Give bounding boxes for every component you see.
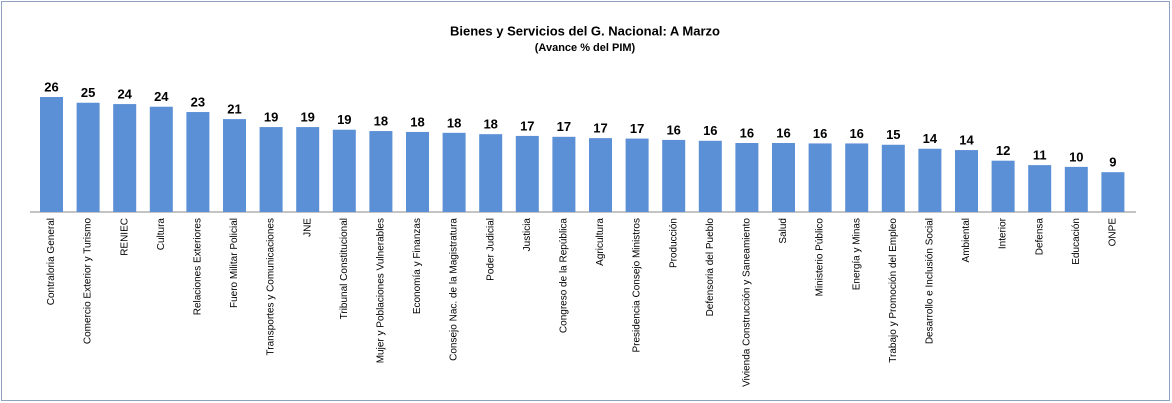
bar	[845, 143, 869, 212]
bar	[991, 160, 1015, 212]
x-tick-label: Consejo Nac. de la Magistratura	[449, 218, 460, 361]
x-tick-label: Presidencia Consejo Ministros	[632, 218, 643, 353]
bar	[369, 131, 393, 212]
data-label: 17	[593, 121, 607, 136]
x-tick-label: Desarrollo e Inclusión Social	[925, 218, 936, 344]
bar	[76, 102, 100, 212]
data-label: 12	[996, 143, 1010, 158]
bar	[1064, 166, 1088, 212]
data-label: 24	[117, 87, 132, 102]
bar	[808, 143, 832, 212]
bar	[113, 104, 137, 212]
bar	[552, 136, 576, 212]
bar	[442, 132, 466, 212]
x-tick-label: Producción	[668, 218, 679, 268]
x-tick-label: Ministerio Público	[815, 218, 826, 297]
x-tick-label: Poder Judicial	[485, 218, 496, 281]
x-tick-label: Fuero Militar Policial	[229, 218, 240, 308]
data-label: 18	[374, 113, 388, 128]
data-label: 21	[227, 102, 241, 117]
x-tick-label: Defensoria del Pueblo	[705, 218, 716, 317]
x-tick-label: Economía y Finanzas	[412, 218, 423, 314]
data-label: 16	[703, 123, 717, 138]
bar	[406, 131, 429, 212]
data-label: 11	[1033, 148, 1047, 163]
data-label: 19	[264, 110, 278, 125]
bar	[625, 138, 649, 212]
bar	[662, 139, 686, 212]
chart-subtitle: (Avance % del PIM)	[535, 42, 636, 54]
bar	[223, 119, 246, 212]
data-label: 15	[886, 127, 900, 142]
x-tick-label: JNE	[302, 218, 313, 237]
x-tick-label: Justicia	[522, 218, 533, 252]
data-label: 17	[630, 121, 644, 136]
data-label: 18	[410, 114, 424, 129]
data-label: 10	[1069, 149, 1083, 164]
bar	[772, 143, 795, 212]
x-tick-label: Ambiental	[961, 218, 972, 262]
data-label: 16	[849, 126, 863, 141]
bar	[735, 143, 759, 212]
bar	[589, 138, 612, 212]
x-tick-label: RENIEC	[119, 218, 130, 256]
bar	[1101, 172, 1125, 212]
data-label: 25	[81, 85, 95, 100]
x-tick-label: Congreso de la República	[559, 218, 570, 334]
data-label: 16	[740, 125, 754, 140]
data-label: 14	[923, 131, 938, 146]
x-tick-label: Salud	[778, 218, 789, 244]
data-label: 19	[300, 110, 314, 125]
x-tick-label: Contraloria General	[46, 218, 57, 305]
x-tick-label: Agricultura	[595, 218, 606, 266]
data-label: 17	[557, 119, 571, 134]
bar	[881, 144, 905, 212]
x-tick-label: Transportes y Comunicaciones	[266, 218, 277, 355]
x-tick-label: Educación	[1071, 218, 1082, 265]
x-tick-label: Defensa	[1034, 218, 1045, 256]
x-tick-label: Tribunal Constitucional	[339, 218, 350, 319]
data-label: 16	[776, 125, 790, 140]
x-tick-label: Relaciones Exteriores	[193, 218, 204, 315]
data-label: 18	[483, 117, 497, 132]
bar	[955, 150, 978, 212]
x-tick-label: Interior	[998, 217, 1009, 249]
bar	[918, 148, 942, 212]
bar	[515, 135, 539, 212]
bar	[698, 140, 722, 212]
data-label: 14	[959, 133, 974, 148]
data-label: 26	[44, 79, 58, 94]
bar	[479, 134, 503, 212]
data-label: 16	[813, 126, 827, 141]
bar	[296, 127, 320, 212]
bar	[1028, 165, 1052, 212]
x-tick-label: Energía y Minas	[851, 218, 862, 290]
data-label: 19	[337, 112, 351, 127]
x-tick-label: Vivienda Construcción y Saneamiento	[742, 218, 753, 387]
data-label: 18	[447, 115, 461, 130]
x-tick-label: Cultura	[156, 218, 167, 251]
x-tick-label: Mujer y Poblaciones Vulnerables	[376, 218, 387, 363]
data-label: 17	[520, 118, 534, 133]
bar	[332, 129, 356, 212]
x-tick-label: Trabajo y Promoción del Empleo	[888, 218, 899, 363]
data-label: 9	[1109, 155, 1116, 170]
x-tick-label: Comercio Exterior y Turismo	[83, 218, 94, 345]
data-label: 24	[154, 89, 169, 104]
bar	[40, 97, 63, 212]
data-label: 16	[666, 122, 680, 137]
bar	[259, 127, 283, 212]
bar	[149, 106, 173, 212]
x-tick-label: ONPE	[1108, 218, 1119, 247]
bar	[186, 112, 210, 212]
chart-title: Bienes y Servicios del G. Nacional: A Ma…	[450, 23, 720, 38]
data-label: 23	[191, 94, 205, 109]
